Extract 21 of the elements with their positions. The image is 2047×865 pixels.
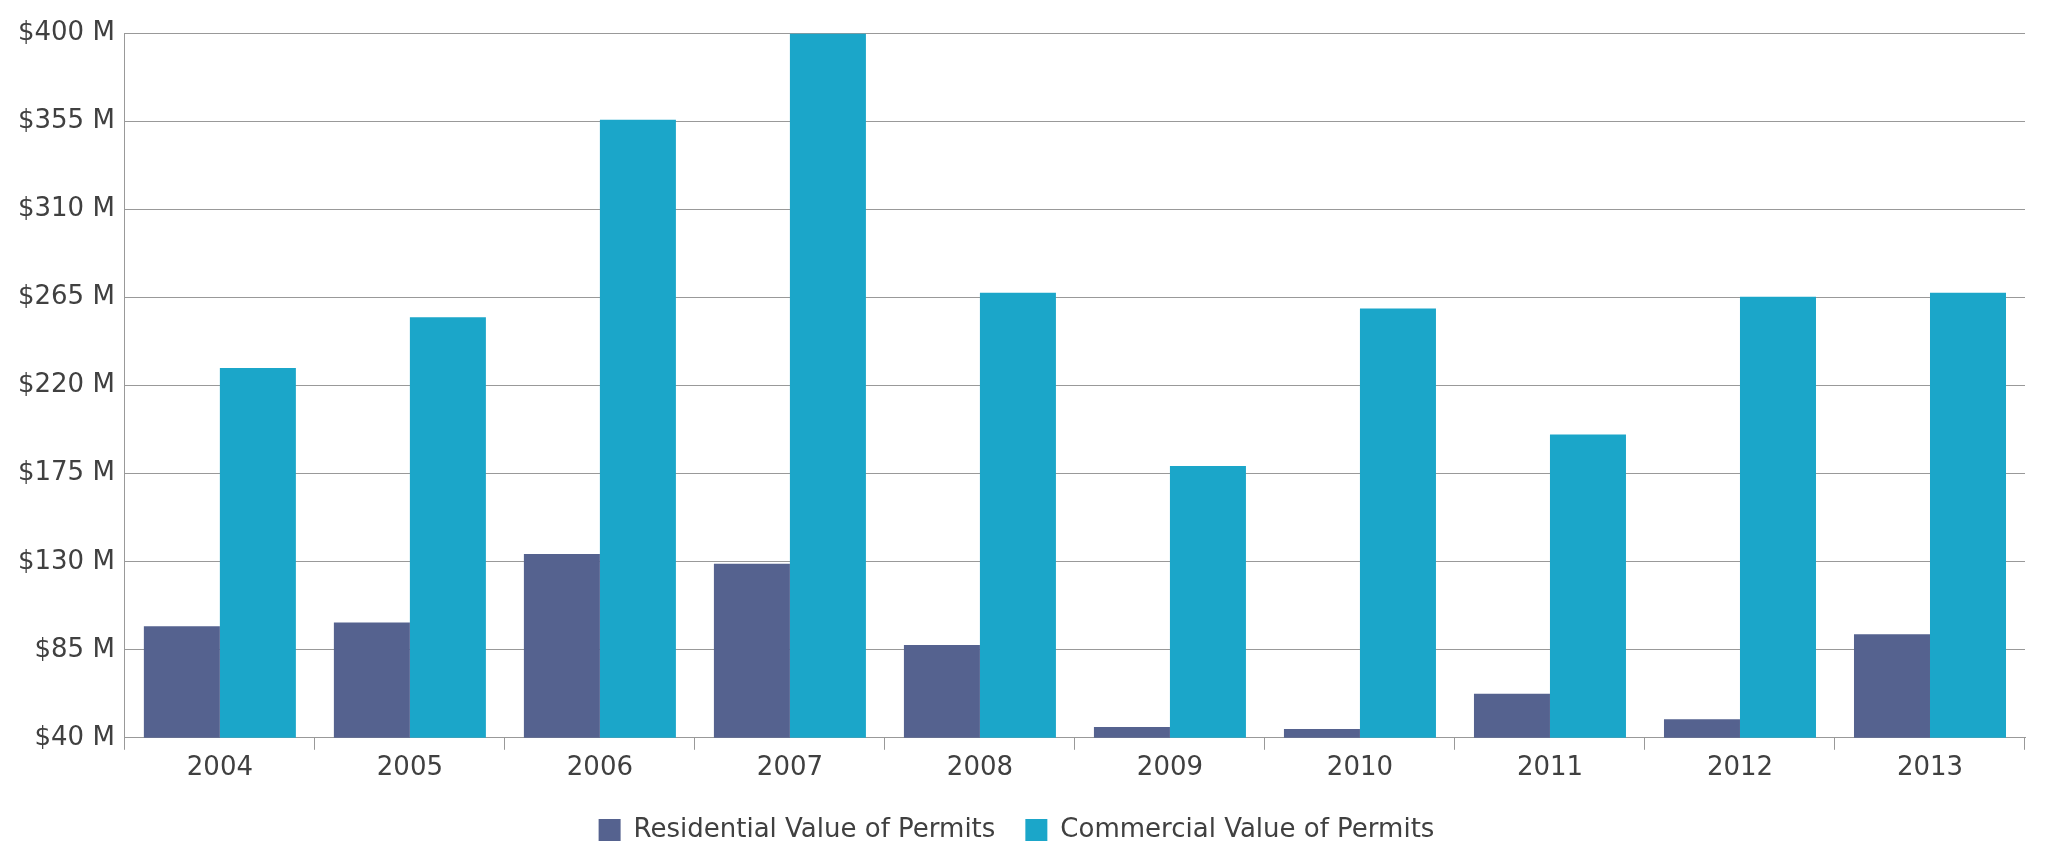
x-tick-label: 2009 xyxy=(1136,751,1204,782)
x-tick-label: 2006 xyxy=(566,751,633,782)
y-tick-label: $265 M xyxy=(17,280,115,311)
y-tick-label: $85 M xyxy=(34,632,115,663)
x-tick-label: 2012 xyxy=(1706,751,1774,782)
y-tick-label: $40 M xyxy=(34,720,115,751)
y-tick-label: $220 M xyxy=(17,368,115,399)
legend-label: Commercial Value of Permits xyxy=(1060,812,1435,843)
y-tick-label: $130 M xyxy=(17,544,115,575)
x-tick-label: 2010 xyxy=(1326,751,1394,782)
x-tick-label: 2008 xyxy=(946,751,1014,782)
x-tick-label: 2013 xyxy=(1896,751,1964,782)
y-tick-label: $355 M xyxy=(17,104,115,135)
x-tick-label: 2004 xyxy=(186,751,253,782)
x-tick-label: 2007 xyxy=(756,751,823,782)
x-tick-label: 2011 xyxy=(1516,751,1584,782)
y-tick-label: $175 M xyxy=(17,456,115,487)
y-tick-label: $310 M xyxy=(17,192,115,223)
legend-label: Residential Value of Permits xyxy=(633,812,996,843)
y-tick-label: $400 M xyxy=(17,16,115,47)
x-tick-label: 2005 xyxy=(376,751,443,782)
